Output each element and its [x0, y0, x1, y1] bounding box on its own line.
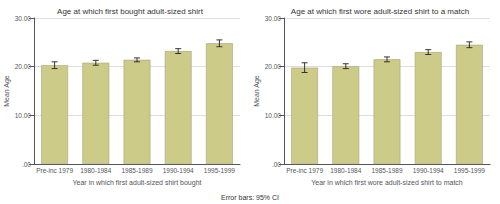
- svg-text:1980-1984: 1980-1984: [330, 167, 361, 174]
- svg-text:1980-1984: 1980-1984: [80, 167, 111, 174]
- svg-text:1995-1999: 1995-1999: [204, 167, 235, 174]
- svg-text:Age at which first bought adul: Age at which first bought adult-sized sh…: [57, 7, 204, 16]
- svg-text:20.00: 20.00: [265, 63, 282, 70]
- svg-text:1985-1989: 1985-1989: [371, 167, 402, 174]
- svg-text:1990-1994: 1990-1994: [413, 167, 444, 174]
- svg-text:Age at which first wore adult-: Age at which first wore adult-sized shir…: [291, 7, 469, 16]
- svg-text:20.00: 20.00: [15, 63, 32, 70]
- svg-text:30.00: 30.00: [15, 15, 32, 22]
- svg-text:Pre-inc 1979: Pre-inc 1979: [286, 167, 323, 174]
- svg-text:Year in which first wore adult: Year in which first wore adult-sized shi…: [311, 179, 463, 186]
- svg-text:Year in which first adult-size: Year in which first adult-sized shirt bo…: [73, 179, 202, 187]
- svg-text:Mean Age: Mean Age: [3, 75, 11, 107]
- svg-text:10.00: 10.00: [15, 112, 32, 119]
- svg-text:Mean Age: Mean Age: [253, 75, 261, 107]
- svg-text:30.00: 30.00: [265, 15, 282, 22]
- svg-text:.00: .00: [22, 161, 31, 168]
- svg-text:1985-1989: 1985-1989: [121, 167, 152, 174]
- svg-text:1995-1999: 1995-1999: [454, 167, 485, 174]
- svg-text:.00: .00: [272, 161, 281, 168]
- svg-text:10.00: 10.00: [265, 112, 282, 119]
- svg-text:1990-1994: 1990-1994: [163, 167, 194, 174]
- svg-text:Error bars: 95% CI: Error bars: 95% CI: [221, 194, 279, 201]
- svg-text:Pre-inc 1979: Pre-inc 1979: [36, 167, 73, 174]
